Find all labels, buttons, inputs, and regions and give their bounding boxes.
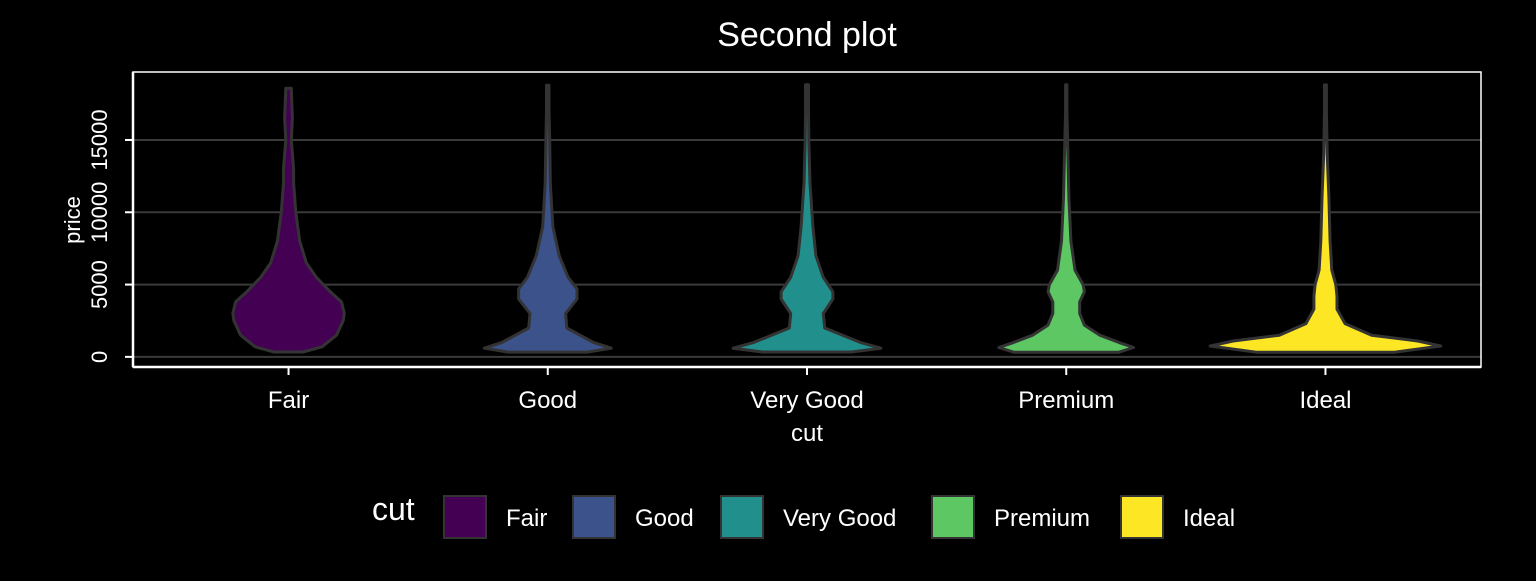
x-tick-label-4: Ideal <box>1299 387 1351 414</box>
violin-premium <box>997 83 1136 354</box>
legend-key-fair <box>443 495 487 539</box>
legend-label-ideal: Ideal <box>1183 505 1235 532</box>
legend-key-ideal <box>1120 495 1164 539</box>
violin-ideal <box>1208 83 1443 354</box>
y-axis-title: price <box>60 196 85 244</box>
chart-title: Second plot <box>717 16 897 54</box>
violin-good <box>482 83 613 354</box>
violin-fair <box>231 86 346 354</box>
legend-label-very-good: Very Good <box>783 505 896 532</box>
legend-label-fair: Fair <box>506 505 547 532</box>
x-tick-label-0: Fair <box>268 387 309 414</box>
x-axis-title: cut <box>791 420 823 447</box>
legend-key-very-good <box>720 495 764 539</box>
legend: cut Fair Good Very Good Premium Ideal <box>372 491 1235 539</box>
legend-key-premium <box>931 495 975 539</box>
legend-key-good <box>572 495 616 539</box>
legend-label-good: Good <box>635 505 694 532</box>
legend-label-premium: Premium <box>994 505 1090 532</box>
legend-title: cut <box>372 491 415 527</box>
y-tick-label-3: 15000 <box>87 109 112 170</box>
violin-very-good <box>731 83 883 354</box>
y-tick-label-2: 10000 <box>87 182 112 243</box>
plot-area: 0 5000 10000 15000 Fair Good Very Good Premium I… <box>87 71 1482 414</box>
x-tick-label-3: Premium <box>1018 387 1114 414</box>
y-tick-label-1: 5000 <box>87 260 112 309</box>
x-tick-label-2: Very Good <box>750 387 863 414</box>
y-tick-label-0: 0 <box>87 351 112 363</box>
x-tick-label-1: Good <box>518 387 577 414</box>
